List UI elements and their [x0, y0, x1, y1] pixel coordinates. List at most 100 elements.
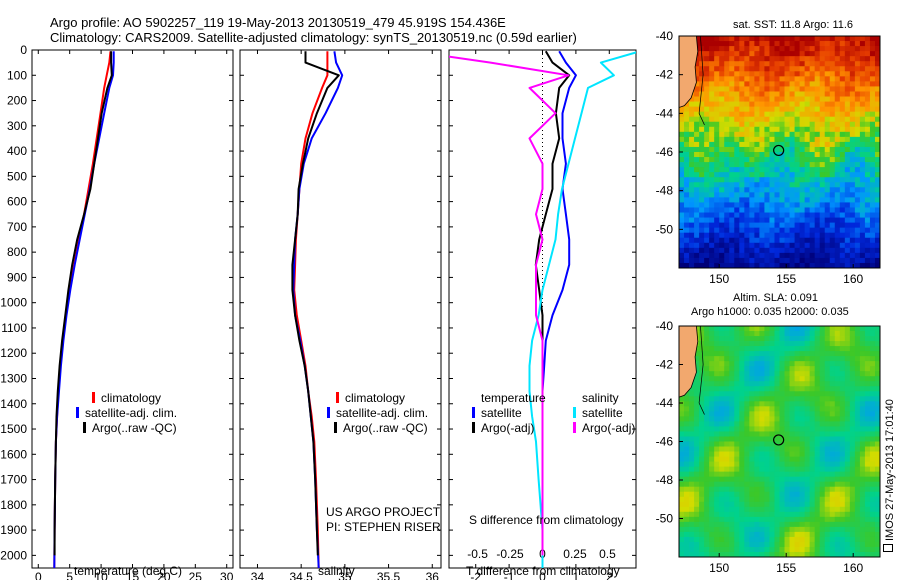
- heatmap-cell: [689, 217, 695, 224]
- heatmap-cell: [874, 516, 880, 523]
- heatmap-cell: [724, 361, 730, 367]
- heatmap-cell: [839, 516, 846, 523]
- heatmap-cell: [824, 106, 831, 113]
- heatmap-cell: [849, 541, 856, 548]
- heatmap-cell: [854, 126, 861, 133]
- heatmap-cell: [694, 207, 700, 213]
- heatmap-cell: [874, 406, 880, 412]
- heatmap-cell: [719, 536, 725, 543]
- heatmap-cell: [744, 461, 750, 468]
- heatmap-cell: [864, 526, 871, 533]
- heatmap-cell: [719, 496, 725, 503]
- heatmap-cell: [864, 506, 871, 513]
- heatmap-cell: [784, 526, 790, 533]
- heatmap-cell: [689, 222, 695, 229]
- heatmap-cell: [819, 326, 826, 332]
- heatmap-cell: [764, 386, 770, 392]
- heatmap-cell: [689, 406, 695, 412]
- heatmap-cell: [749, 376, 755, 382]
- heatmap-cell: [719, 486, 725, 493]
- heatmap-cell: [714, 546, 720, 553]
- heatmap-cell: [849, 331, 856, 337]
- heatmap-cell: [874, 431, 880, 437]
- heatmap-cell: [749, 506, 755, 513]
- heatmap-cell: [809, 506, 816, 513]
- heatmap-cell: [794, 486, 801, 493]
- heatmap-cell: [699, 101, 705, 108]
- heatmap-cell: [714, 157, 720, 163]
- y-tick-label: -42: [656, 68, 674, 82]
- heatmap-cell: [754, 371, 760, 377]
- heatmap-cell: [839, 86, 846, 92]
- heatmap-cell: [854, 141, 861, 148]
- heatmap-cell: [849, 237, 856, 244]
- heatmap-cell: [724, 341, 730, 347]
- heatmap-cell: [709, 456, 715, 462]
- heatmap-cell: [699, 157, 705, 163]
- heatmap-cell: [859, 511, 866, 518]
- heatmap-cell: [784, 386, 790, 392]
- heatmap-cell: [799, 177, 806, 183]
- heatmap-cell: [859, 71, 866, 77]
- heatmap-cell: [679, 217, 685, 224]
- heatmap-cell: [834, 436, 841, 442]
- heatmap-cell: [804, 207, 811, 213]
- climatology-title: Climatology: CARS2009. Satellite-adjuste…: [50, 30, 577, 45]
- heatmap-cell: [864, 167, 871, 173]
- heatmap-cell: [849, 351, 856, 357]
- heatmap-cell: [754, 207, 760, 213]
- heatmap-cell: [789, 36, 795, 42]
- heatmap-cell: [869, 202, 876, 208]
- heatmap-cell: [849, 212, 856, 218]
- heatmap-cell: [854, 152, 861, 158]
- heatmap-cell: [729, 157, 735, 163]
- heatmap-cell: [834, 506, 841, 513]
- heatmap-cell: [679, 446, 685, 452]
- heatmap-cell: [779, 531, 785, 538]
- heatmap-cell: [709, 41, 715, 47]
- heatmap-cell: [869, 521, 876, 528]
- heatmap-cell: [864, 331, 871, 337]
- heatmap-cell: [844, 411, 851, 417]
- heatmap-cell: [854, 446, 861, 452]
- heatmap-cell: [779, 101, 785, 108]
- heatmap-cell: [699, 526, 705, 533]
- heatmap-cell: [839, 421, 846, 427]
- heatmap-cell: [769, 61, 775, 67]
- heatmap-cell: [814, 71, 821, 77]
- heatmap-cell: [754, 157, 760, 163]
- heatmap-cell: [709, 491, 715, 498]
- heatmap-cell: [729, 366, 735, 372]
- heatmap-cell: [834, 371, 841, 377]
- heatmap-cell: [714, 521, 720, 528]
- heatmap-cell: [774, 126, 780, 133]
- heatmap-cell: [859, 326, 866, 332]
- heatmap-cell: [859, 91, 866, 97]
- heatmap-cell: [844, 257, 851, 264]
- heatmap-cell: [869, 551, 876, 557]
- heatmap-cell: [804, 481, 811, 488]
- heatmap-cell: [799, 81, 806, 87]
- heatmap-cell: [814, 481, 821, 488]
- heatmap-cell: [749, 436, 755, 442]
- heatmap-cell: [839, 136, 846, 143]
- heatmap-cell: [874, 351, 880, 357]
- heatmap-cell: [744, 336, 750, 342]
- heatmap-cell: [849, 486, 856, 493]
- heatmap-cell: [774, 366, 780, 372]
- heatmap-cell: [739, 252, 745, 259]
- heatmap-cell: [764, 516, 770, 523]
- heatmap-cell: [709, 496, 715, 503]
- heatmap-cell: [799, 61, 806, 67]
- heatmap-cell: [834, 411, 841, 417]
- heatmap-cell: [769, 416, 775, 422]
- pi-annotation: PI: STEPHEN RISER: [326, 520, 441, 534]
- heatmap-cell: [869, 476, 876, 483]
- heatmap-cell: [794, 351, 801, 357]
- heatmap-cell: [784, 81, 790, 87]
- heatmap-cell: [784, 491, 790, 498]
- heatmap-cell: [789, 441, 795, 447]
- heatmap-cell: [814, 431, 821, 437]
- heatmap-cell: [824, 351, 831, 357]
- heatmap-cell: [679, 126, 685, 133]
